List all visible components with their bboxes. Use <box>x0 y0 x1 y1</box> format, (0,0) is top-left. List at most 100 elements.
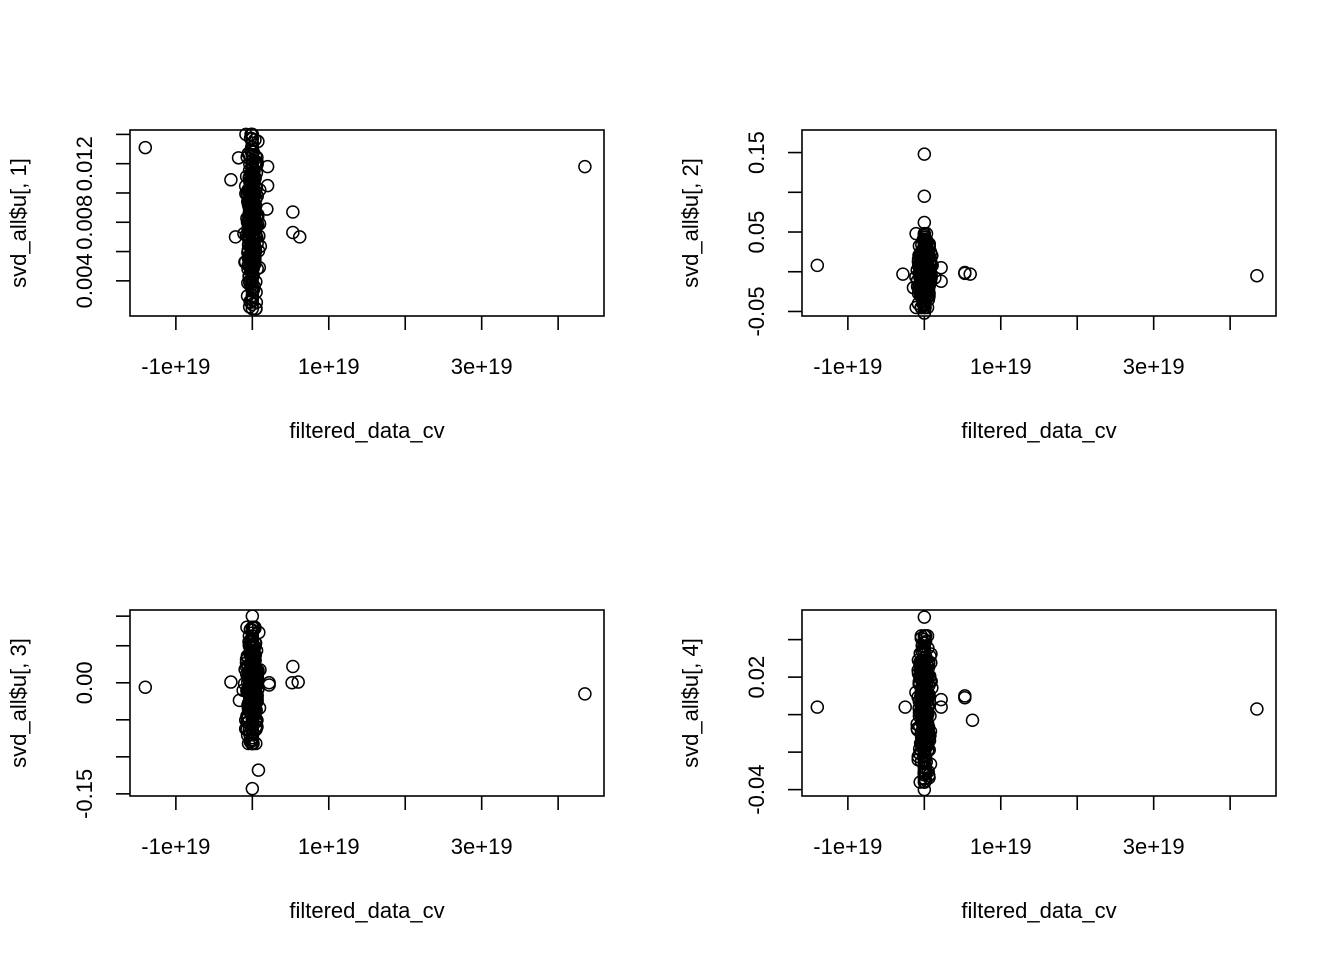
data-point <box>245 262 260 277</box>
data-point <box>917 643 932 658</box>
y-axis-title: svd_all$u[, 3] <box>6 638 31 768</box>
data-point <box>917 771 932 786</box>
data-point <box>917 687 932 702</box>
data-point <box>231 151 246 165</box>
data-point <box>917 753 932 767</box>
data-point <box>917 658 932 672</box>
data-point <box>245 284 260 298</box>
data-point <box>245 184 260 198</box>
data-point <box>260 159 275 174</box>
data-point <box>917 226 932 241</box>
data-point <box>245 232 260 246</box>
panel-1: -1e+19 1e+19 3e+19 0.004 0.008 0.012 filtered_… <box>6 127 605 443</box>
data-point <box>292 230 307 244</box>
data-point <box>917 676 932 691</box>
x-tick-label: -1e+19 <box>141 834 210 859</box>
data-point <box>917 746 932 760</box>
data-point <box>285 676 299 690</box>
data-point <box>917 775 932 789</box>
x-tick-label: 3e+19 <box>1123 354 1185 379</box>
data-point <box>245 149 260 163</box>
data-point <box>810 700 825 714</box>
data-point <box>262 678 276 692</box>
y-axis-title: svd_all$u[, 4] <box>678 638 703 768</box>
data-point <box>917 760 932 775</box>
data-point <box>917 738 932 753</box>
data-point <box>917 724 932 738</box>
data-point <box>245 132 260 146</box>
y-tick-label: 0.004 <box>72 253 97 308</box>
data-point <box>917 694 932 709</box>
y-axis-title: svd_all$u[, 2] <box>678 158 703 288</box>
data-point <box>1250 268 1264 283</box>
data-point <box>934 274 948 289</box>
data-point <box>917 683 932 698</box>
y-tick-label: 0.02 <box>744 656 769 699</box>
plot-frame <box>801 129 1277 317</box>
data-point <box>917 632 932 647</box>
y-tick-label: 0.00 <box>72 661 97 704</box>
data-point <box>245 258 260 272</box>
data-point <box>917 640 932 654</box>
data-point <box>917 215 932 230</box>
data-point <box>245 271 260 285</box>
data-point <box>917 669 932 683</box>
data-point <box>245 620 260 635</box>
data-point <box>917 702 932 716</box>
data-point <box>245 193 260 207</box>
x-tick-label: -1e+19 <box>813 354 882 379</box>
data-point <box>917 636 932 650</box>
x-tick-label: -1e+19 <box>141 354 210 379</box>
data-point <box>917 680 932 694</box>
data-point <box>228 230 243 244</box>
data-point <box>245 288 260 303</box>
data-point <box>917 709 932 724</box>
data-point <box>245 140 260 155</box>
data-point <box>260 202 274 216</box>
data-point <box>245 249 260 264</box>
data-point <box>917 651 932 665</box>
data-point <box>224 675 238 689</box>
data-point <box>896 267 910 281</box>
data-point <box>224 173 238 187</box>
data-point <box>245 301 260 316</box>
data-point <box>917 654 932 669</box>
data-point <box>963 267 977 281</box>
data-point <box>917 665 932 680</box>
y-tick-label: 0.05 <box>744 211 769 254</box>
data-point <box>917 782 932 797</box>
panel-2: -1e+19 1e+19 3e+19 -0.05 0.05 0.15 filtered_da… <box>678 129 1277 443</box>
data-point <box>245 227 260 242</box>
data-point <box>245 240 260 255</box>
data-point <box>917 705 932 720</box>
data-point <box>1250 702 1264 716</box>
data-point <box>917 306 932 320</box>
data-point <box>917 629 932 643</box>
x-tick-label: 1e+19 <box>970 354 1032 379</box>
data-point <box>917 189 932 204</box>
data-point <box>245 162 260 177</box>
data-point <box>245 609 260 623</box>
data-point <box>245 175 260 190</box>
data-point <box>917 647 932 661</box>
data-point <box>138 140 153 155</box>
data-point <box>245 166 260 181</box>
data-point <box>245 171 260 185</box>
data-point <box>810 258 825 273</box>
data-point <box>245 781 260 796</box>
data-point <box>917 698 932 713</box>
data-point <box>245 275 260 290</box>
data-point <box>917 673 932 687</box>
data-point <box>245 223 260 237</box>
data-point <box>245 253 260 268</box>
data-point <box>578 687 592 701</box>
x-tick-label: 3e+19 <box>1123 834 1185 859</box>
data-point <box>138 680 153 694</box>
data-point <box>245 201 260 216</box>
y-axis-title: svd_all$u[, 1] <box>6 158 31 288</box>
y-tick-label: 0.008 <box>72 195 97 250</box>
y-tick-label: -0.15 <box>72 769 97 819</box>
x-tick-label: 3e+19 <box>451 354 513 379</box>
data-point <box>917 720 932 735</box>
